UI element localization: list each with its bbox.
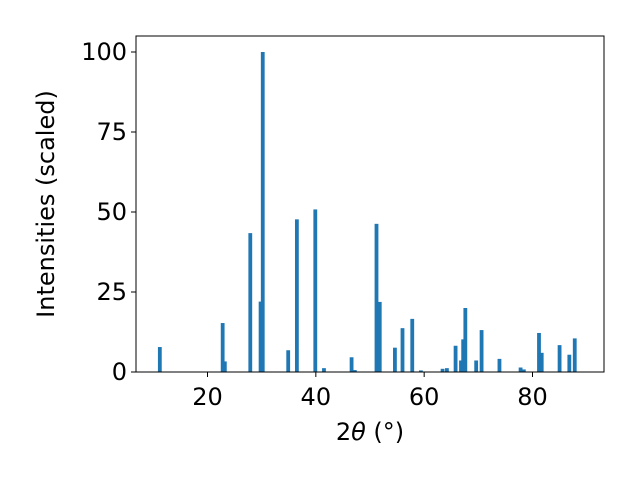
x-tick-label: 40 [301,383,332,411]
bar [537,332,541,372]
y-axis-title: Intensities (scaled) [32,90,60,318]
bar [377,301,382,372]
y-tick-label: 25 [96,278,127,306]
bar [374,223,379,372]
bar [248,233,253,372]
bar [258,301,263,372]
bar [474,360,479,372]
bar [352,370,357,372]
bar [461,339,466,372]
bar [459,360,463,372]
x-tick-label: 80 [517,383,548,411]
plot-frame [135,35,605,373]
bar [220,323,225,372]
bar [567,354,572,372]
bar [349,357,354,372]
bar [445,368,449,372]
bar [260,52,265,372]
bar [518,367,523,372]
bar [222,361,227,372]
bar [286,350,291,372]
bar [557,345,562,372]
bar [440,368,445,372]
bar [497,358,502,372]
x-axis-title: 2θ (°) [336,418,404,446]
bar [294,219,299,372]
x-tick-label: 60 [409,383,440,411]
bar [322,368,326,372]
bar [521,369,526,372]
bars-group [157,52,577,372]
y-axis-ticks: 0 25 50 75 100 [81,38,136,386]
y-tick-label: 75 [96,118,127,146]
bar [479,330,484,372]
bar [572,338,577,372]
bar [400,328,405,372]
x-tick-label: 20 [192,383,223,411]
bar [539,352,544,372]
bar [453,345,458,372]
bar [463,308,468,372]
y-tick-label: 0 [112,358,127,386]
bar [393,347,397,372]
bar [157,347,162,372]
bar [313,209,318,372]
bar [419,370,423,372]
bar [410,318,415,372]
x-axis-ticks: 20 40 60 80 [192,372,548,411]
y-tick-label: 100 [81,38,127,66]
y-tick-label: 50 [96,198,127,226]
